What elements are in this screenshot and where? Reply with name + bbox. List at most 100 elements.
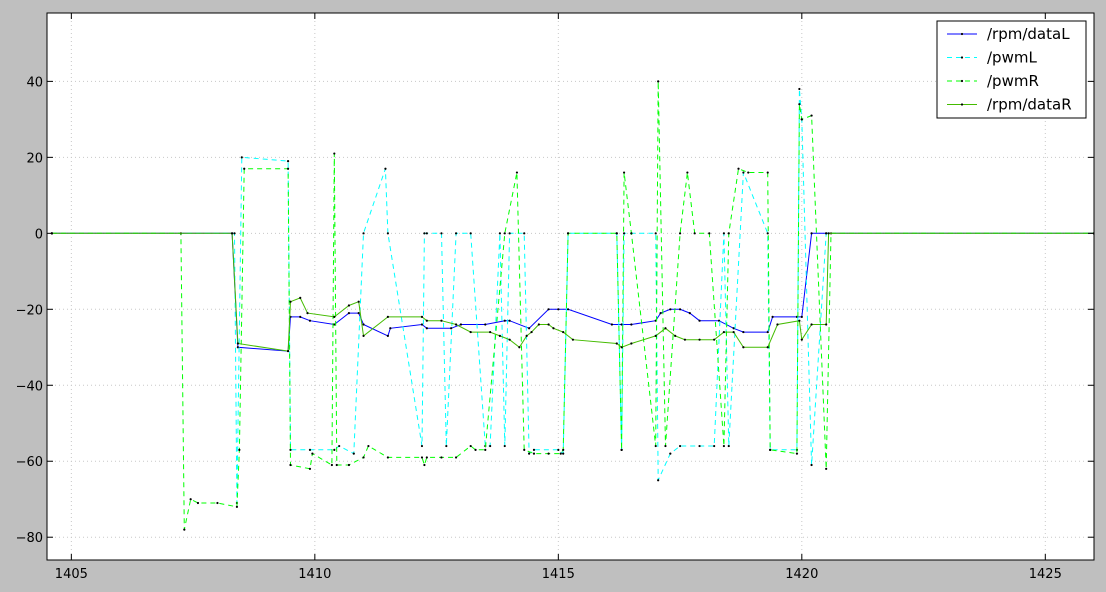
data-point [420,315,424,318]
data-point [810,232,813,235]
legend-box [936,20,1087,119]
data-point [798,87,801,91]
data-point [664,444,667,448]
data-point [311,452,314,455]
data-point [420,323,424,326]
data-point [825,323,828,326]
data-point [732,327,735,330]
data-point [425,232,428,235]
data-point [664,327,667,330]
x-tick-label: 1415 [542,567,575,582]
data-point [571,338,575,341]
data-point [827,232,830,235]
data-point [454,323,458,326]
series-line [51,88,1094,504]
data-point [693,232,696,235]
data-point [547,323,550,326]
data-point [630,232,633,235]
data-point [333,448,336,451]
data-point [708,232,711,235]
data-point [771,315,774,318]
data-point [622,171,626,174]
data-point [423,232,426,235]
data-point [289,463,292,467]
data-point [233,232,236,235]
data-point [425,319,428,322]
data-point [357,300,360,303]
legend-marker [960,79,964,83]
data-point [528,327,531,330]
data-point [552,327,555,330]
data-point [389,327,392,330]
data-point [338,444,341,448]
data-point [362,323,365,326]
data-point [308,448,312,451]
data-point [674,334,677,337]
legend: /rpm/dataL/pwmL/pwmR/rpm/dataR [936,20,1087,119]
data-point [732,330,735,334]
data-point [420,444,424,448]
data-point [289,300,292,303]
data-point [620,346,623,349]
y-tick-label: 20 [26,151,43,166]
data-point [678,444,682,448]
data-point [825,232,828,235]
data-point [727,232,730,235]
plot-frame [46,12,1095,561]
legend-marker [960,56,964,59]
data-point [216,501,219,505]
data-point [528,452,531,455]
series-2 [50,87,1094,505]
series-line [51,232,1094,352]
data-point [289,448,292,451]
data-point [532,452,536,455]
data-point [189,498,192,501]
data-point [615,232,618,235]
data-point [440,319,443,322]
data-point [713,444,716,448]
x-tick-label: 1410 [298,567,331,582]
data-point [795,452,799,455]
x-tick-label: 1405 [55,567,88,582]
legend-label: /pwmR [987,72,1039,90]
series-4 [50,232,1094,353]
data-point [236,346,239,349]
data-point [386,456,389,459]
data-point [440,456,443,459]
data-point [698,319,701,322]
plot-background [47,13,1094,560]
data-point [386,232,389,235]
data-point [669,308,672,311]
data-point [489,330,492,334]
data-point [236,342,239,345]
data-point [450,327,453,330]
data-point [525,334,528,337]
data-point [523,448,526,451]
ticks: 1405 1410 1415 1420 1425 −80 −60 −40 −20 0 20 40 [16,13,1094,582]
data-point [384,167,387,170]
data-point [698,444,701,448]
data-point [235,505,239,508]
data-point [362,456,365,459]
data-point [615,342,618,345]
data-point [299,315,302,318]
data-point [489,444,492,448]
x-tick-label: 1420 [785,567,818,582]
data-point [562,452,565,455]
data-point [566,308,570,311]
data-point [737,167,740,170]
data-point [766,171,769,174]
y-tick-label: −60 [16,455,43,470]
data-point [503,232,506,235]
data-point [243,167,246,170]
data-point [367,444,370,448]
legend-label: /pwmL [987,49,1037,67]
data-point [445,444,448,448]
data-point [347,311,351,315]
data-point [766,346,769,349]
data-point [469,330,472,334]
y-tick-label: 0 [35,227,43,242]
data-point [240,156,243,159]
data-point [800,118,803,121]
